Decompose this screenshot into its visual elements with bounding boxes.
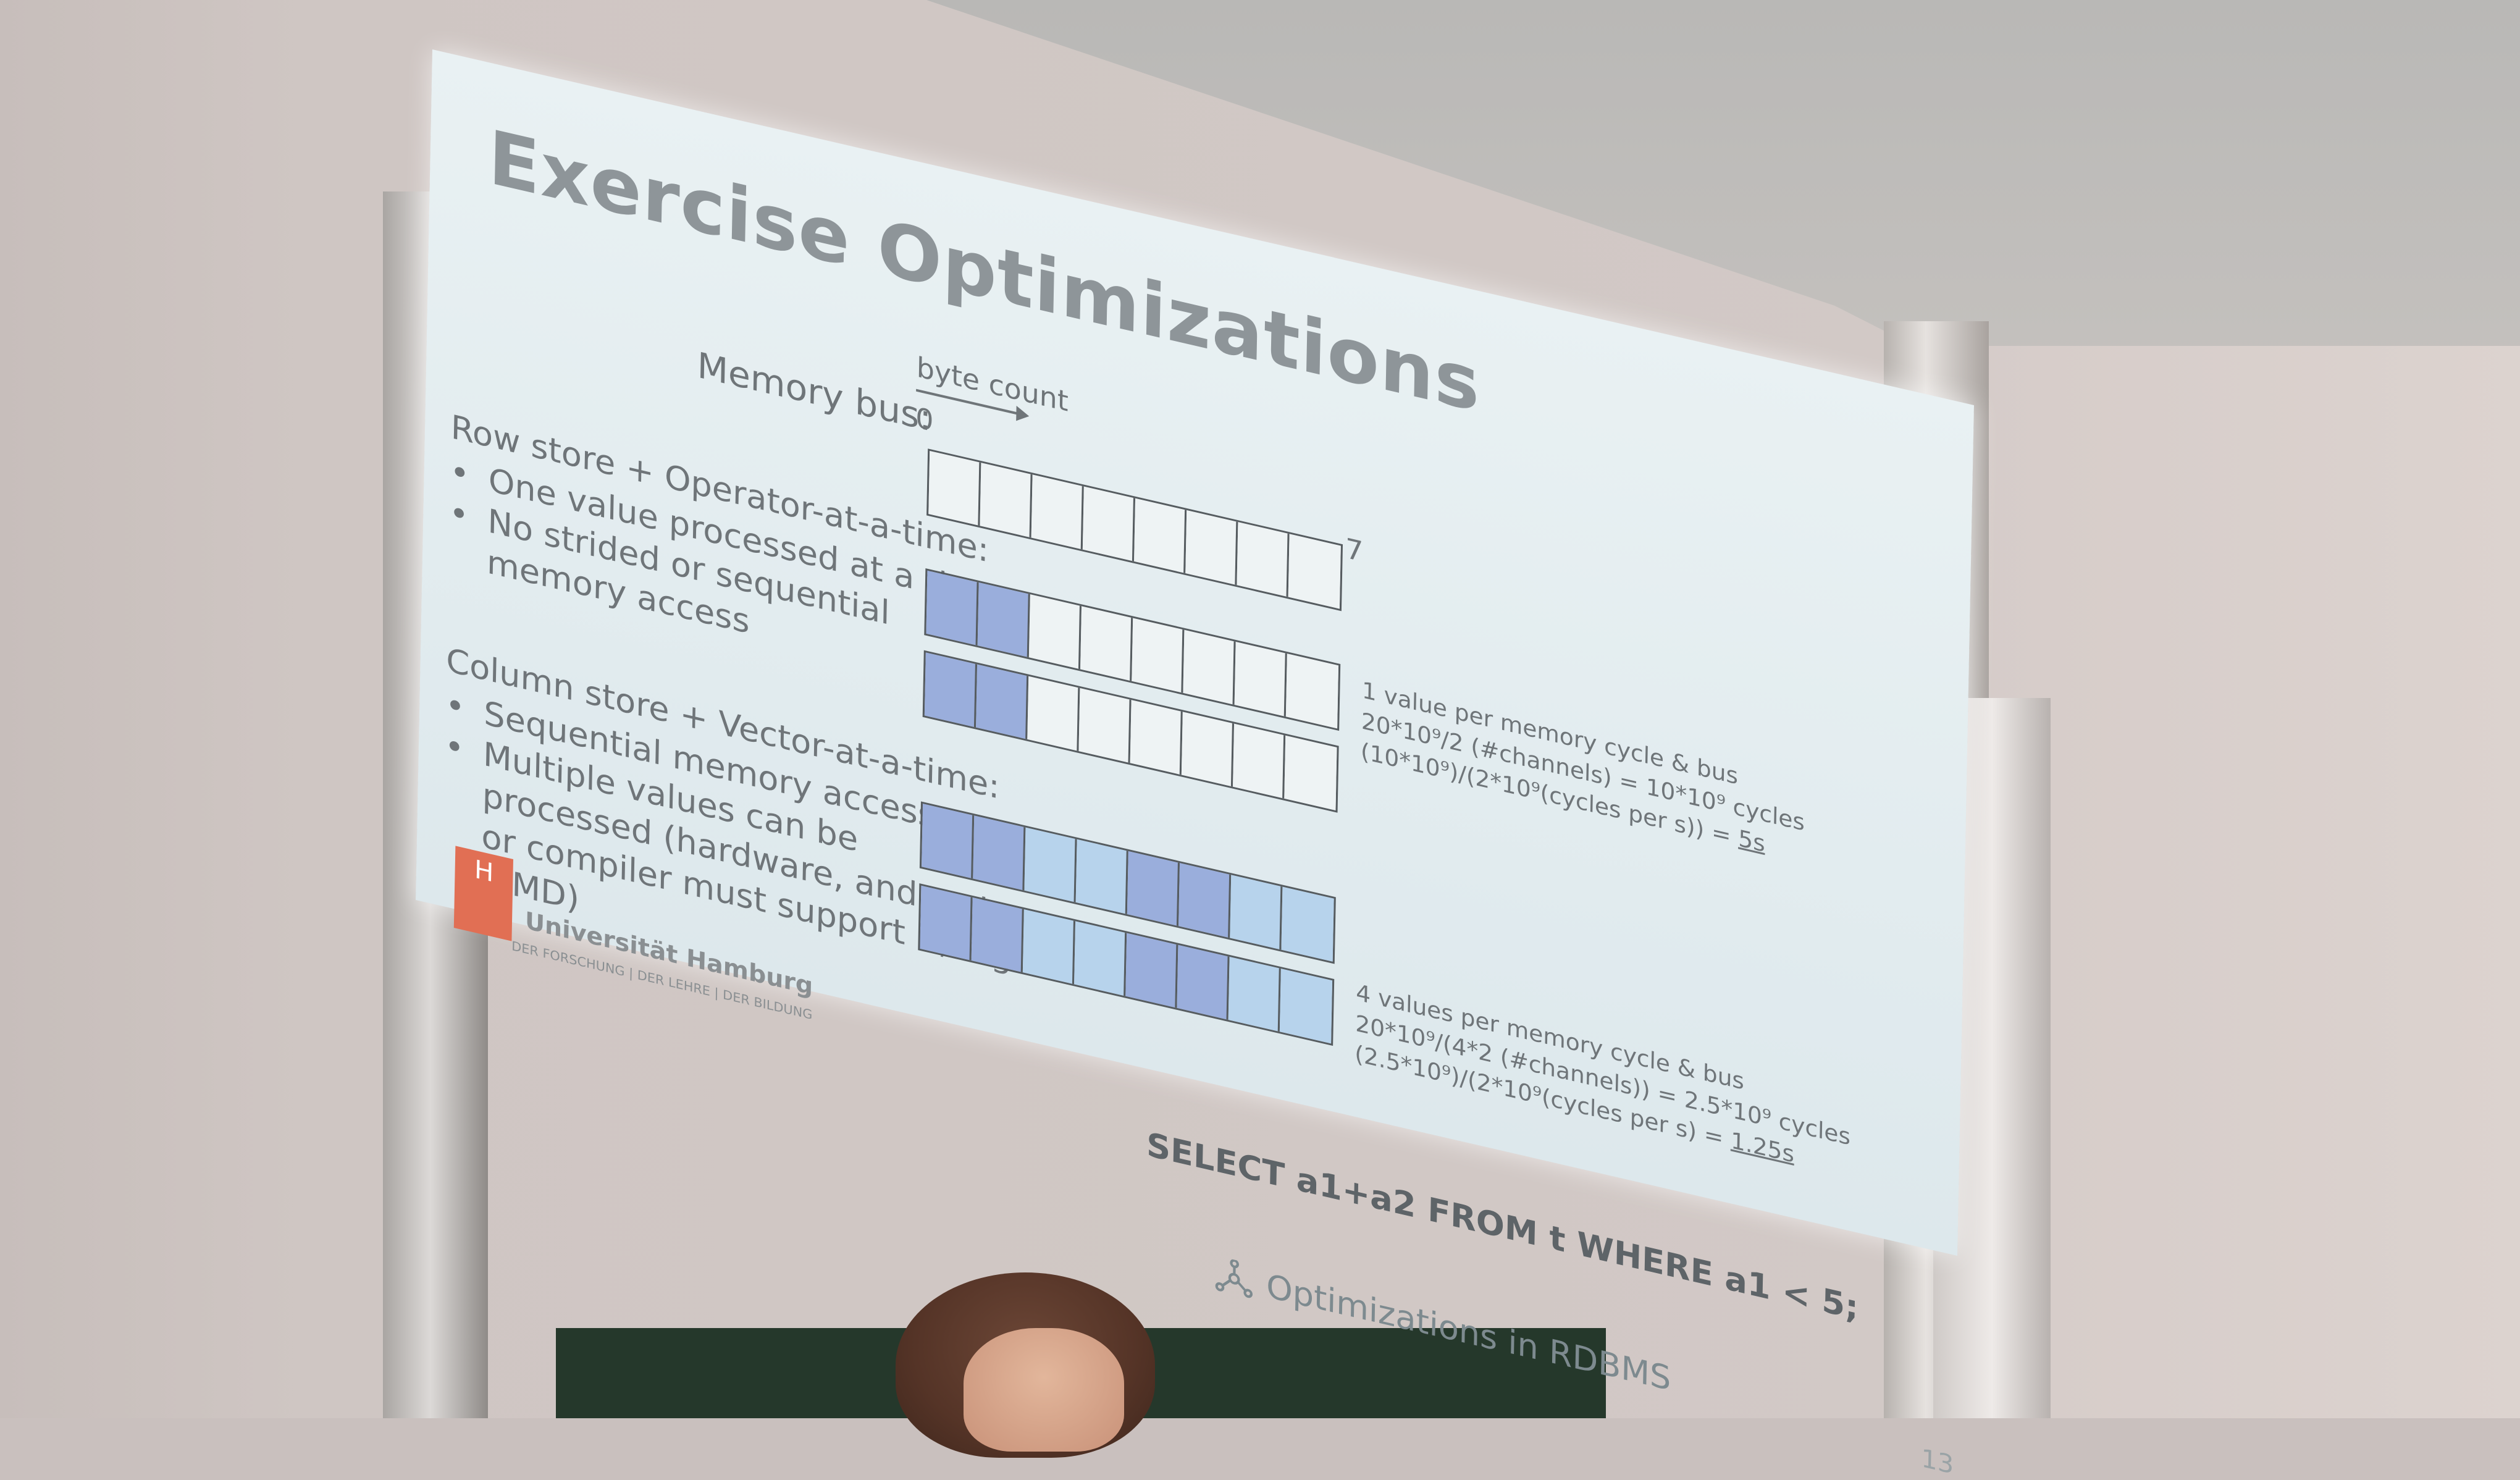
- value-cell: [972, 898, 1024, 972]
- value-cell: [1280, 969, 1332, 1043]
- value-cell: [922, 804, 974, 878]
- value-cell: [1132, 618, 1184, 693]
- memory-bus-label: Memory bus:: [697, 345, 932, 440]
- index-start: 0: [915, 402, 934, 438]
- value-cell: [1078, 688, 1131, 763]
- value-cell: [1080, 606, 1133, 681]
- value-cell: [1023, 909, 1075, 984]
- memory-cell: [1031, 474, 1084, 549]
- value-cell: [1027, 676, 1080, 751]
- value-cell: [925, 652, 977, 727]
- value-cell: [1182, 712, 1234, 786]
- value-cell: [1125, 933, 1178, 1008]
- value-cell: [1130, 700, 1183, 775]
- value-cell: [1286, 654, 1338, 728]
- value-cell: [1076, 839, 1128, 914]
- index-end: 7: [1345, 532, 1364, 569]
- value-cell: [978, 582, 1030, 657]
- value-cell: [976, 665, 1028, 739]
- value-cell: [973, 815, 1025, 890]
- memory-cell: [1083, 487, 1135, 561]
- memory-cell: [1288, 534, 1341, 608]
- photo-scene: Exercise Optimizations Memory bus: byte …: [0, 0, 2520, 1418]
- value-cell: [1127, 851, 1180, 926]
- value-cell: [1284, 736, 1337, 810]
- presenter-face: [964, 1328, 1124, 1452]
- row-store-note: 1 value per memory cycle & bus 20*10⁹/2 …: [1360, 675, 1805, 869]
- value-cell: [1233, 724, 1285, 799]
- value-cell: [1235, 642, 1287, 717]
- page-number: 13: [1921, 1444, 1954, 1480]
- value-cell: [1024, 828, 1077, 902]
- value-cell: [1029, 594, 1082, 669]
- university-logo: H: [454, 846, 513, 941]
- memory-cell: [980, 463, 1032, 537]
- value-cell: [1230, 875, 1282, 949]
- value-cell: [1228, 957, 1281, 1032]
- value-cell: [1281, 887, 1334, 962]
- memory-cell: [1237, 522, 1289, 597]
- value-cell: [926, 571, 978, 645]
- value-cell: [1074, 921, 1127, 996]
- memory-cell: [928, 451, 981, 526]
- memory-cell: [1134, 498, 1186, 573]
- value-cell: [1177, 945, 1229, 1020]
- memory-cell: [1185, 510, 1238, 585]
- value-cell: [1178, 863, 1231, 938]
- value-cell: [1183, 630, 1235, 705]
- value-cell: [920, 886, 972, 961]
